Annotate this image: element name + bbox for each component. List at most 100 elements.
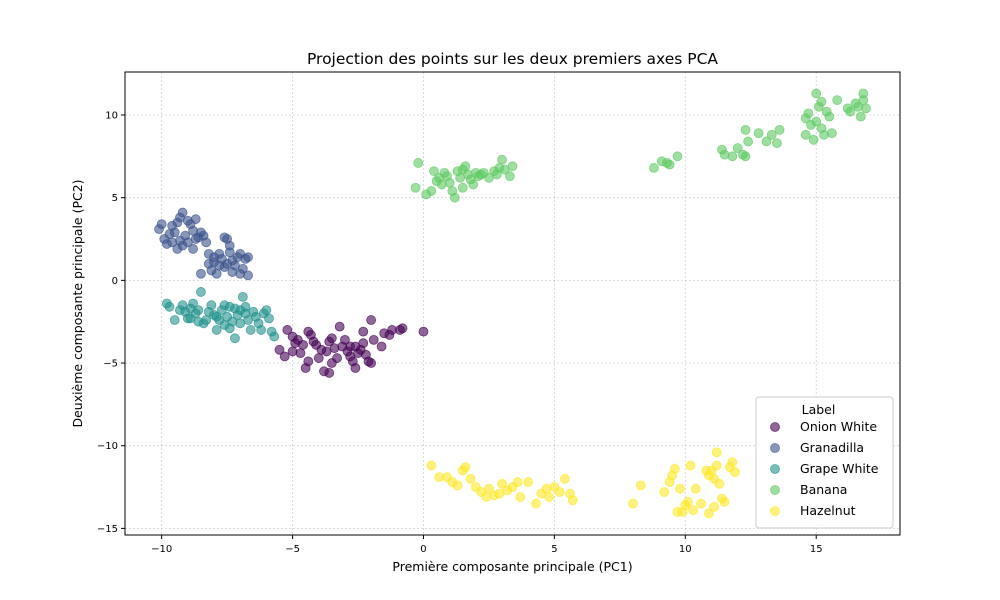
data-point	[182, 215, 193, 226]
data-point	[211, 325, 222, 335]
data-point	[222, 258, 233, 269]
data-point	[711, 460, 722, 471]
data-point	[261, 305, 272, 316]
data-point	[264, 313, 274, 324]
data-point	[444, 177, 455, 188]
legend-label: Banana	[800, 482, 847, 497]
data-point	[243, 252, 253, 263]
data-point	[358, 326, 369, 337]
data-point	[827, 128, 837, 139]
x-axis-label: Première composante principale (PC1)	[392, 559, 632, 574]
data-point	[772, 138, 782, 149]
x-tick-label: 10	[679, 544, 692, 555]
data-point	[324, 368, 335, 378]
data-point	[214, 260, 225, 271]
data-point	[740, 151, 751, 162]
legend-label: Onion White	[800, 419, 877, 434]
data-point	[350, 363, 361, 373]
data-point	[366, 358, 377, 368]
data-point	[481, 492, 492, 502]
data-point	[711, 447, 722, 458]
data-point	[727, 457, 738, 468]
data-point	[426, 460, 437, 471]
data-point	[269, 331, 280, 342]
data-point	[227, 267, 238, 277]
data-point	[368, 334, 379, 345]
data-point	[154, 224, 164, 234]
data-point	[429, 166, 439, 177]
y-tick-label: 0	[112, 276, 118, 287]
data-point	[515, 492, 526, 502]
data-point	[287, 346, 298, 357]
data-point	[313, 353, 324, 363]
data-point	[460, 462, 471, 473]
data-point	[290, 338, 301, 349]
data-point	[730, 467, 740, 478]
data-point	[761, 136, 772, 147]
data-point	[675, 483, 685, 494]
data-point	[240, 308, 251, 319]
data-point	[230, 333, 240, 344]
data-point	[567, 495, 578, 506]
data-point	[449, 192, 460, 203]
data-point	[803, 108, 814, 119]
data-point	[457, 164, 468, 175]
legend-title: Label	[802, 402, 836, 417]
scatter-points	[154, 88, 871, 519]
data-point	[235, 318, 246, 329]
data-point	[376, 341, 387, 352]
data-point	[824, 111, 835, 122]
data-point	[342, 346, 353, 357]
data-point	[628, 498, 638, 509]
data-point	[858, 88, 869, 99]
data-point	[169, 227, 180, 238]
axis-ticks: −10 −5 0 5 10 15 −15 −10 −5 0 5 10	[97, 110, 823, 555]
legend-label: Grape White	[800, 461, 879, 476]
data-point	[659, 487, 670, 497]
data-point	[855, 111, 866, 122]
data-point	[719, 497, 730, 507]
data-point	[672, 151, 683, 162]
data-point	[245, 325, 256, 335]
data-point	[177, 207, 188, 218]
legend-label: Hazelnut	[800, 503, 856, 518]
data-point	[172, 244, 183, 254]
data-point	[237, 291, 248, 302]
data-point	[845, 106, 856, 117]
data-point	[800, 129, 811, 140]
data-point	[282, 325, 293, 335]
data-point	[743, 136, 754, 147]
data-point	[332, 353, 342, 363]
data-point	[426, 186, 437, 196]
data-point	[219, 300, 230, 311]
data-point	[295, 348, 306, 359]
legend: Label Onion White Granadilla Grape White Ba…	[755, 396, 894, 529]
data-point	[497, 154, 507, 165]
x-tick-label: 15	[810, 544, 823, 555]
data-point	[727, 151, 738, 162]
data-point	[714, 478, 725, 489]
legend-items: Onion White Granadilla Grape White Banana Ha…	[770, 419, 879, 518]
data-point	[664, 159, 675, 170]
data-point	[418, 326, 429, 337]
data-point	[167, 237, 178, 248]
data-point	[224, 323, 235, 334]
data-point	[190, 214, 201, 225]
data-point	[431, 176, 442, 187]
y-axis-label: Deuxième composante principale (PC2)	[70, 179, 85, 427]
data-point	[811, 88, 822, 99]
data-point	[188, 298, 198, 309]
data-point	[719, 149, 730, 160]
data-point	[476, 169, 486, 180]
data-point	[468, 179, 479, 190]
data-point	[774, 124, 785, 135]
legend-marker	[770, 506, 780, 516]
data-point	[559, 473, 570, 484]
data-point	[544, 492, 555, 502]
data-point	[311, 339, 322, 350]
data-point	[507, 161, 518, 172]
data-point	[465, 473, 476, 484]
data-point	[766, 129, 777, 140]
data-point	[188, 244, 198, 254]
